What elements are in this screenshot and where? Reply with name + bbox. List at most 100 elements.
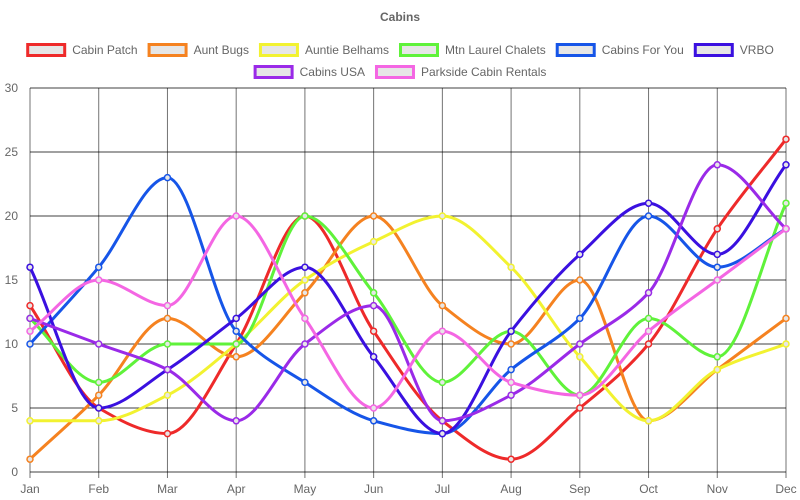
- data-point[interactable]: [26, 340, 34, 348]
- data-point[interactable]: [369, 289, 378, 297]
- data-point[interactable]: [301, 378, 309, 387]
- data-point[interactable]: [94, 378, 103, 387]
- legend-item-auntie-belhams[interactable]: Auntie Belhams: [258, 43, 389, 57]
- legend-swatch: [258, 43, 299, 57]
- data-point[interactable]: [438, 429, 447, 438]
- data-point[interactable]: [369, 353, 378, 361]
- data-point[interactable]: [576, 314, 584, 323]
- data-point[interactable]: [438, 378, 447, 387]
- data-point[interactable]: [369, 301, 378, 310]
- data-point[interactable]: [26, 314, 34, 323]
- data-point[interactable]: [94, 340, 103, 348]
- data-point[interactable]: [94, 404, 103, 412]
- data-point[interactable]: [94, 276, 103, 284]
- x-tick-label: Aug: [500, 482, 521, 496]
- legend-item-cabins-usa[interactable]: Cabins USA: [253, 65, 365, 79]
- legend-item-cabin-patch[interactable]: Cabin Patch: [26, 43, 138, 57]
- data-point[interactable]: [369, 212, 378, 220]
- data-point[interactable]: [94, 417, 103, 425]
- data-point[interactable]: [713, 263, 722, 271]
- data-point[interactable]: [782, 225, 790, 233]
- data-point[interactable]: [94, 263, 103, 271]
- data-point[interactable]: [438, 327, 447, 335]
- data-point[interactable]: [782, 199, 790, 207]
- data-point[interactable]: [232, 327, 240, 335]
- data-point[interactable]: [301, 289, 309, 297]
- data-point[interactable]: [163, 429, 172, 438]
- data-point[interactable]: [644, 417, 653, 425]
- data-point[interactable]: [26, 417, 34, 425]
- data-point[interactable]: [576, 276, 584, 284]
- x-tick-label: Dec: [775, 482, 796, 496]
- data-point[interactable]: [301, 340, 309, 348]
- data-point[interactable]: [163, 173, 172, 182]
- series-line: [28, 214, 787, 461]
- data-point[interactable]: [232, 212, 240, 220]
- data-point[interactable]: [644, 199, 653, 207]
- data-point[interactable]: [507, 391, 515, 399]
- data-point[interactable]: [301, 276, 309, 284]
- legend-item-aunt-bugs[interactable]: Aunt Bugs: [147, 43, 249, 57]
- data-point[interactable]: [301, 263, 309, 271]
- data-point[interactable]: [507, 365, 515, 374]
- data-point[interactable]: [644, 289, 653, 297]
- data-point[interactable]: [507, 327, 515, 335]
- data-point[interactable]: [782, 161, 790, 169]
- data-point[interactable]: [232, 417, 240, 425]
- data-point[interactable]: [507, 455, 515, 463]
- data-point[interactable]: [644, 212, 653, 220]
- data-point[interactable]: [369, 327, 378, 335]
- data-point[interactable]: [232, 340, 240, 348]
- data-point[interactable]: [163, 365, 172, 374]
- data-point[interactable]: [713, 250, 722, 259]
- data-point[interactable]: [507, 263, 515, 271]
- data-point[interactable]: [644, 314, 653, 323]
- data-point[interactable]: [576, 404, 584, 412]
- data-point[interactable]: [301, 314, 309, 323]
- data-point[interactable]: [644, 340, 653, 348]
- data-point[interactable]: [507, 340, 515, 348]
- legend-item-vrbo[interactable]: VRBO: [693, 43, 774, 57]
- data-point[interactable]: [163, 391, 172, 399]
- data-point[interactable]: [369, 237, 378, 246]
- data-point[interactable]: [232, 314, 240, 323]
- data-point[interactable]: [438, 301, 447, 310]
- data-point[interactable]: [644, 327, 653, 335]
- data-point[interactable]: [369, 417, 378, 425]
- data-point[interactable]: [163, 301, 172, 310]
- data-point[interactable]: [369, 404, 378, 412]
- data-point[interactable]: [232, 353, 240, 361]
- legend-item-cabins-for-you[interactable]: Cabins For You: [555, 43, 684, 57]
- data-point[interactable]: [576, 340, 584, 348]
- data-point[interactable]: [438, 212, 447, 220]
- data-point[interactable]: [301, 212, 309, 220]
- data-point[interactable]: [576, 353, 584, 361]
- legend-label: Cabins For You: [602, 43, 684, 57]
- y-tick-label: 25: [5, 145, 19, 159]
- data-point[interactable]: [26, 263, 34, 271]
- data-point[interactable]: [782, 314, 790, 323]
- data-point[interactable]: [713, 365, 722, 374]
- legend-item-parkside-cabin-rentals[interactable]: Parkside Cabin Rentals: [374, 65, 546, 79]
- data-point[interactable]: [782, 135, 790, 143]
- data-point[interactable]: [713, 161, 722, 169]
- data-point[interactable]: [713, 276, 722, 284]
- legend[interactable]: Cabin Patch Aunt Bugs Auntie Belhams Mtn La…: [26, 43, 774, 79]
- data-point[interactable]: [507, 378, 515, 387]
- data-point[interactable]: [163, 340, 172, 348]
- legend-label: Mtn Laurel Chalets: [445, 43, 546, 57]
- data-point[interactable]: [94, 391, 103, 399]
- data-point[interactable]: [438, 417, 447, 425]
- data-point[interactable]: [26, 327, 34, 335]
- data-point[interactable]: [576, 391, 584, 399]
- data-point[interactable]: [26, 301, 34, 310]
- y-tick-label: 30: [5, 81, 19, 95]
- data-point[interactable]: [782, 340, 790, 348]
- legend-item-mtn-laurel-chalets[interactable]: Mtn Laurel Chalets: [399, 43, 546, 57]
- data-point[interactable]: [713, 225, 722, 233]
- data-point[interactable]: [163, 314, 172, 323]
- data-point[interactable]: [26, 455, 34, 463]
- data-point[interactable]: [713, 353, 722, 361]
- data-point[interactable]: [576, 250, 584, 259]
- legend-swatch: [399, 43, 439, 57]
